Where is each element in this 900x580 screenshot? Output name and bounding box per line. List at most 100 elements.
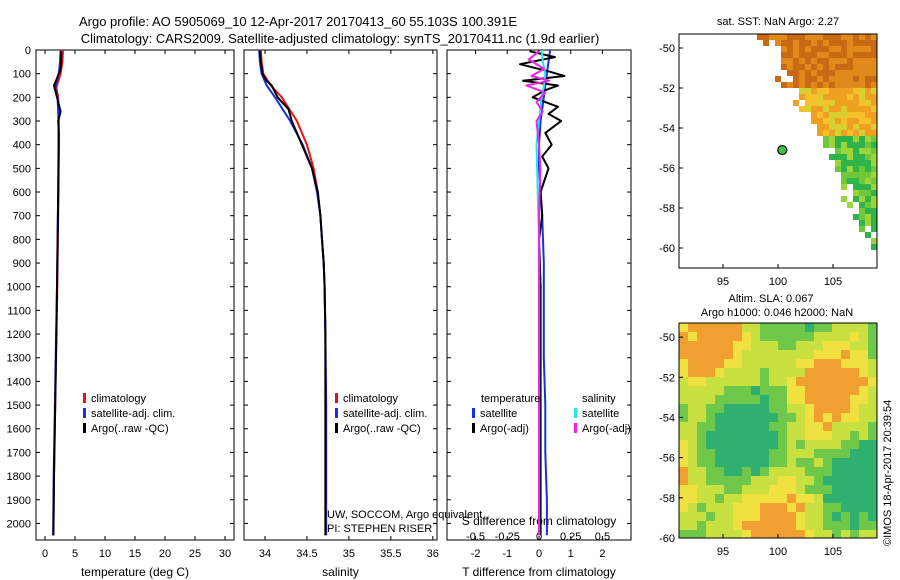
sst-cell xyxy=(811,76,817,82)
sla-cell xyxy=(814,404,823,413)
sst-cell xyxy=(835,40,841,46)
sla-cell xyxy=(850,332,859,341)
sla-cell xyxy=(769,530,778,538)
sla-cell xyxy=(760,359,769,368)
sla-cell xyxy=(751,377,760,386)
sst-cell xyxy=(865,232,871,238)
sla-cell xyxy=(841,341,850,350)
sla-cell xyxy=(715,449,724,458)
sla-cell xyxy=(814,359,823,368)
sla-cell xyxy=(742,431,751,440)
sla-cell xyxy=(859,431,868,440)
sst-cell xyxy=(829,82,835,88)
depth-tick-label: 300 xyxy=(13,116,31,128)
sla-cell xyxy=(868,377,877,386)
map-y-tick-label: -54 xyxy=(659,123,675,135)
sla-cell xyxy=(787,494,796,503)
legend-climatology-swatch xyxy=(335,393,338,403)
sla-cell xyxy=(823,395,832,404)
sla-cell xyxy=(796,449,805,458)
sla-cell xyxy=(841,467,850,476)
sla-cell xyxy=(751,323,760,332)
sst-cell xyxy=(835,100,841,106)
sla-cell xyxy=(760,494,769,503)
sst-cell xyxy=(811,52,817,58)
sst-cell xyxy=(841,76,847,82)
sla-cell xyxy=(697,485,706,494)
sst-cell xyxy=(841,100,847,106)
map-x-tick-label: 100 xyxy=(769,276,787,288)
sla-cell xyxy=(787,359,796,368)
sla-cell xyxy=(814,323,823,332)
sst-cell xyxy=(799,82,805,88)
s-tick-label: -0.5 xyxy=(466,531,485,543)
sst-cell xyxy=(829,58,835,64)
sst-cell xyxy=(859,166,865,172)
sla-cell xyxy=(814,485,823,494)
sla-cell xyxy=(868,395,877,404)
x-tick-label: 5 xyxy=(72,548,78,560)
sst-cell xyxy=(805,52,811,58)
sla-cell xyxy=(688,521,697,530)
sla-cell xyxy=(769,512,778,521)
sst-cell xyxy=(871,34,877,40)
sla-cell xyxy=(859,494,868,503)
sla-cell xyxy=(697,431,706,440)
sla-cell xyxy=(760,386,769,395)
sla-map-title-2: Argo h1000: 0.046 h2000: NaN xyxy=(701,307,853,319)
depth-tick-label: 800 xyxy=(13,234,31,246)
sla-cell xyxy=(760,440,769,449)
sst-cell xyxy=(865,112,871,118)
sla-cell xyxy=(742,494,751,503)
sla-cell xyxy=(742,341,751,350)
sla-cell xyxy=(796,458,805,467)
sla-cell xyxy=(787,323,796,332)
sst-cell xyxy=(871,124,877,130)
depth-tick-label: 600 xyxy=(13,187,31,199)
sla-cell xyxy=(778,395,787,404)
sla-cell xyxy=(760,467,769,476)
sla-cell xyxy=(688,359,697,368)
sla-cell xyxy=(787,404,796,413)
sla-cell xyxy=(841,530,850,538)
sla-cell xyxy=(850,440,859,449)
sla-cell xyxy=(796,431,805,440)
depth-tick-label: 1500 xyxy=(7,400,31,412)
sla-cell xyxy=(787,368,796,377)
sla-cell xyxy=(760,341,769,350)
sst-cell xyxy=(871,238,877,244)
sst-cell xyxy=(829,94,835,100)
legend-satellite-adj-swatch xyxy=(83,408,86,418)
sla-cell xyxy=(742,377,751,386)
sla-cell xyxy=(841,485,850,494)
series-line-argo-raw-qc- xyxy=(52,51,63,536)
sst-cell xyxy=(853,34,859,40)
sla-cell xyxy=(697,440,706,449)
sla-cell xyxy=(814,449,823,458)
sla-cell xyxy=(706,350,715,359)
sst-cell xyxy=(859,130,865,136)
sla-cell xyxy=(724,359,733,368)
sla-cell xyxy=(751,521,760,530)
sst-cell xyxy=(865,166,871,172)
sla-cell xyxy=(724,449,733,458)
sla-cell xyxy=(832,503,841,512)
sla-cell xyxy=(706,440,715,449)
sla-cell xyxy=(706,404,715,413)
sla-cell xyxy=(868,431,877,440)
sla-cell xyxy=(787,386,796,395)
sst-cell xyxy=(811,46,817,52)
sst-cell xyxy=(829,154,835,160)
sst-cell xyxy=(835,64,841,70)
sla-cell xyxy=(760,395,769,404)
x-tick-label: 0 xyxy=(42,548,48,560)
sla-cell xyxy=(769,323,778,332)
sla-cell xyxy=(697,458,706,467)
sla-cell xyxy=(724,395,733,404)
depth-tick-label: 100 xyxy=(13,69,31,81)
sst-cell xyxy=(871,46,877,52)
sla-cell xyxy=(706,341,715,350)
sla-cell xyxy=(787,476,796,485)
sla-cell xyxy=(697,368,706,377)
sla-cell xyxy=(715,377,724,386)
